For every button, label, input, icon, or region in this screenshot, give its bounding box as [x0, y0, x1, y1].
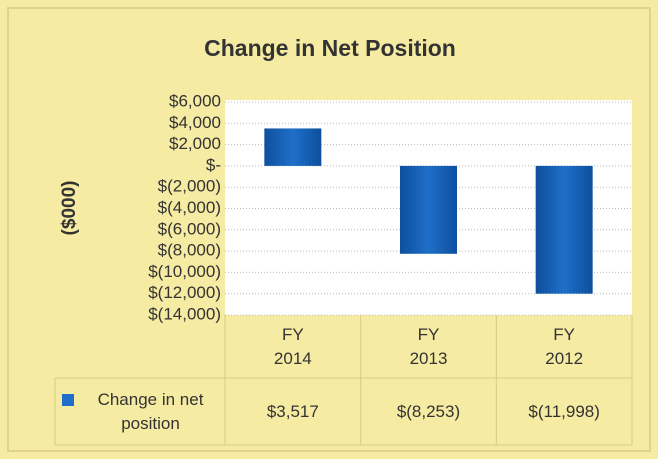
chart-title: Change in Net Position: [204, 35, 456, 61]
bar: [264, 128, 322, 166]
frame-border: [7, 7, 651, 452]
y-tick-label: $(6,000): [158, 219, 221, 238]
y-tick-label: $-: [206, 155, 221, 174]
y-tick-label: $6,000: [169, 91, 221, 110]
category-label: FY 2013: [409, 324, 448, 368]
legend-swatch: [62, 394, 74, 406]
bar: [400, 165, 457, 254]
table-value: $(11,998): [528, 401, 600, 421]
category-label: FY 2012: [545, 324, 584, 368]
y-tick-label: $(8,000): [158, 241, 221, 260]
y-tick-label: $(14,000): [148, 304, 221, 323]
y-tick-label: $(12,000): [148, 283, 221, 302]
y-tick-label: $(2,000): [158, 177, 221, 196]
y-tick-label: $2,000: [169, 134, 221, 153]
table-value: $3,517: [266, 401, 319, 421]
y-tick-label: $(4,000): [158, 198, 221, 217]
y-tick-label: $(10,000): [148, 262, 221, 281]
table-value: $(8,253): [396, 401, 461, 421]
category-label: FY 2014: [273, 324, 312, 368]
legend-label: Change in net position: [97, 389, 204, 433]
bar: [535, 165, 593, 294]
y-tick-label: $4,000: [169, 113, 221, 132]
y-axis-label: ($000): [59, 181, 80, 236]
